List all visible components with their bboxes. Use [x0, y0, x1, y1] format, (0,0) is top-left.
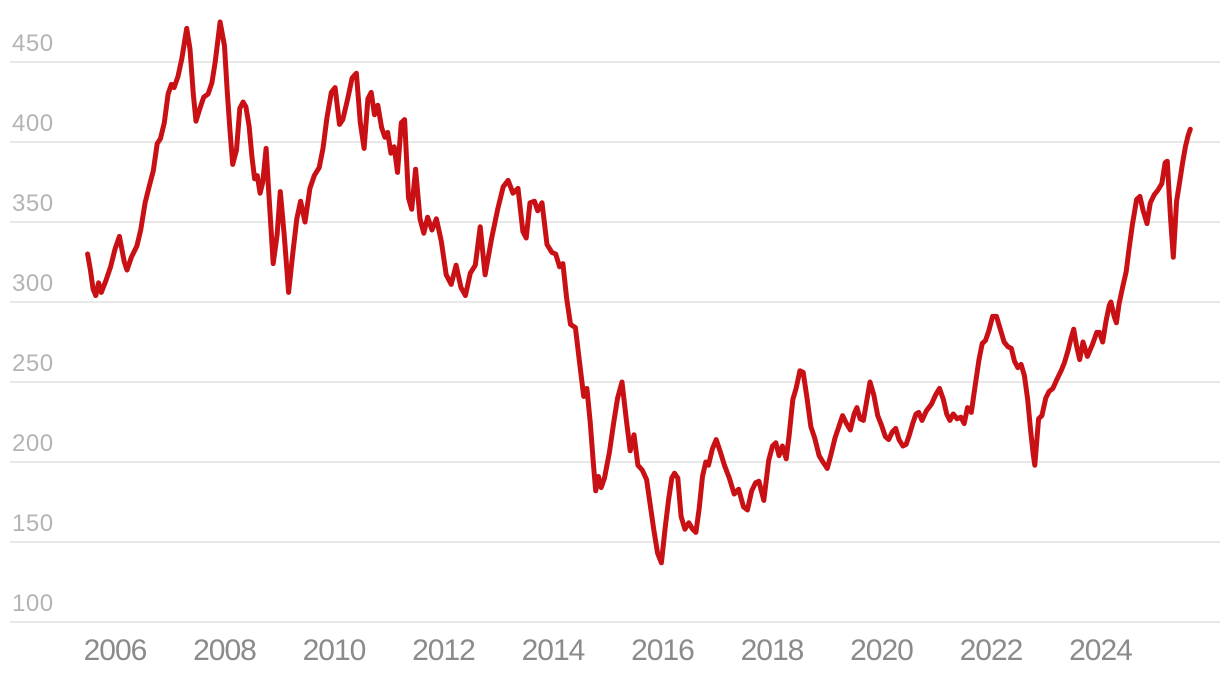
y-tick-label: 400: [12, 110, 54, 137]
y-tick-label: 200: [12, 430, 54, 457]
x-tick-label: 2010: [303, 634, 366, 667]
y-tick-label: 100: [12, 590, 54, 617]
price-line-series: [85, 19, 1193, 566]
x-tick-label: 2022: [960, 634, 1023, 667]
x-tick-label: 2018: [741, 634, 804, 667]
x-tick-label: 2006: [84, 634, 147, 667]
x-tick-label: 2024: [1069, 634, 1132, 667]
x-tick-label: 2014: [522, 634, 585, 667]
y-tick-label: 150: [12, 510, 54, 537]
x-tick-label: 2008: [193, 634, 256, 667]
x-tick-label: 2016: [631, 634, 694, 667]
x-tick-label: 2020: [850, 634, 913, 667]
y-tick-label: 250: [12, 350, 54, 377]
y-tick-label: 350: [12, 190, 54, 217]
x-tick-label: 2012: [412, 634, 475, 667]
y-tick-label: 300: [12, 270, 54, 297]
y-tick-label: 450: [12, 30, 54, 57]
